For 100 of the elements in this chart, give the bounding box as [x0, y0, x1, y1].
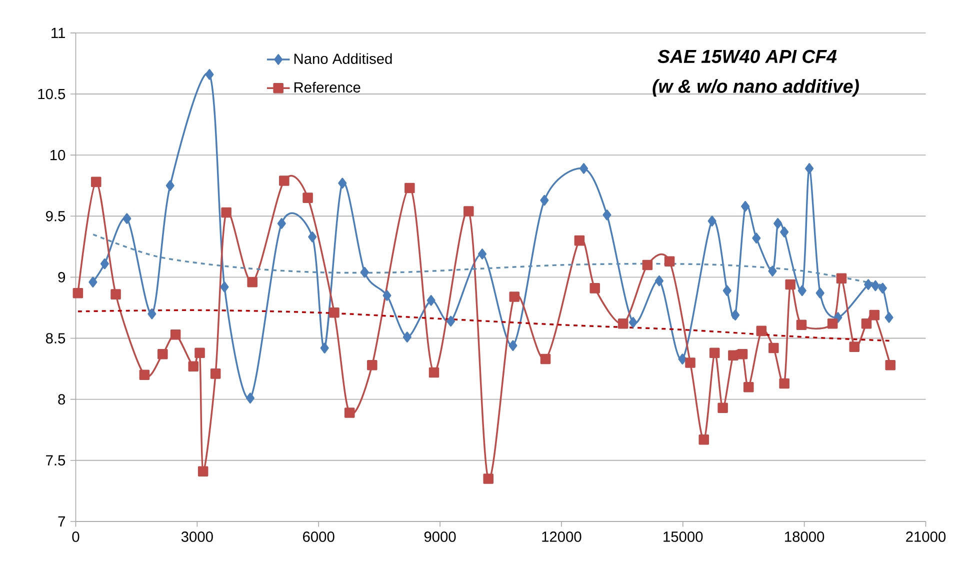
- point: [698, 434, 709, 445]
- legend-label: Reference: [294, 82, 360, 93]
- point: [198, 466, 208, 477]
- point: [602, 210, 612, 220]
- point: [590, 283, 600, 294]
- text: (w & w/o nano additive): [652, 79, 859, 97]
- point: [139, 370, 150, 380]
- point: [367, 360, 378, 370]
- x-tick-label: 15000: [664, 532, 703, 542]
- point: [871, 280, 880, 292]
- point: [110, 289, 121, 300]
- point: [338, 178, 347, 189]
- point: [100, 258, 109, 270]
- point: [279, 176, 290, 186]
- point: [329, 307, 340, 318]
- point: [72, 288, 84, 298]
- y-tick-label: 8: [58, 394, 66, 405]
- point: [878, 282, 887, 294]
- point: [428, 367, 440, 378]
- x-tick-label: 12000: [542, 532, 582, 542]
- point: [628, 316, 638, 328]
- point: [718, 402, 728, 414]
- point: [722, 285, 732, 296]
- point: [752, 232, 761, 244]
- point: [540, 354, 551, 364]
- x-tick-label: 21000: [906, 532, 946, 542]
- point: [478, 248, 487, 260]
- point: [678, 354, 687, 364]
- point: [728, 350, 738, 361]
- point: [885, 360, 896, 370]
- point: [737, 349, 748, 360]
- point: [277, 218, 286, 229]
- point: [685, 358, 696, 368]
- y-tick-label: 10.5: [38, 88, 66, 100]
- point: [708, 216, 716, 226]
- y-tick-label: 7: [58, 516, 65, 527]
- y-tick-label: 8.5: [46, 333, 66, 344]
- point: [210, 368, 221, 379]
- y-tick-label: 9.5: [46, 210, 66, 222]
- x-tick-label: 0: [72, 532, 80, 542]
- point: [402, 332, 412, 342]
- point: [88, 276, 98, 288]
- point: [508, 340, 518, 352]
- point: [320, 342, 329, 354]
- point: [796, 320, 807, 330]
- point: [426, 295, 436, 306]
- point: [122, 213, 132, 224]
- point: [220, 282, 229, 292]
- point: [158, 349, 168, 360]
- point: [221, 207, 232, 218]
- y-tick-label: 7.5: [46, 455, 66, 466]
- x-tick-label: 9000: [424, 532, 456, 542]
- x-tick-label: 6000: [303, 532, 334, 542]
- point: [579, 163, 588, 174]
- point: [166, 180, 174, 192]
- point: [741, 200, 750, 212]
- point: [247, 276, 258, 288]
- point: [446, 316, 456, 327]
- point: [664, 256, 675, 266]
- point: [774, 218, 782, 229]
- point: [805, 163, 814, 174]
- point: [654, 275, 664, 286]
- point: [404, 182, 415, 194]
- point: [618, 318, 628, 329]
- point: [780, 226, 789, 238]
- point: [205, 69, 214, 80]
- point: [785, 279, 796, 290]
- point: [861, 318, 872, 329]
- point: [148, 308, 156, 320]
- y-tick-label: 10: [50, 150, 66, 160]
- point: [382, 290, 392, 301]
- x-tick-label: 3000: [181, 532, 213, 542]
- point: [642, 260, 653, 270]
- point: [834, 312, 842, 323]
- x-tick-label: 18000: [785, 532, 824, 542]
- point: [756, 326, 767, 336]
- point: [849, 342, 860, 352]
- point: [768, 266, 777, 276]
- point: [709, 348, 720, 358]
- point: [483, 474, 494, 484]
- point: [798, 285, 806, 296]
- point: [768, 342, 779, 354]
- point: [246, 392, 255, 404]
- legend-label: Nano Additised: [294, 53, 392, 64]
- point: [194, 348, 205, 358]
- point: [731, 310, 740, 320]
- point: [779, 378, 790, 389]
- y-tick-label: 11: [52, 28, 65, 38]
- point: [816, 288, 824, 298]
- point: [827, 318, 838, 329]
- point: [360, 266, 369, 278]
- text: SAE 15W40 API CF4: [658, 50, 837, 64]
- point: [302, 192, 313, 203]
- point: [864, 279, 873, 290]
- point: [836, 273, 847, 284]
- point: [188, 361, 198, 372]
- point: [574, 235, 585, 246]
- y-tick-label: 9: [58, 272, 66, 282]
- point: [869, 310, 880, 320]
- point: [91, 176, 102, 188]
